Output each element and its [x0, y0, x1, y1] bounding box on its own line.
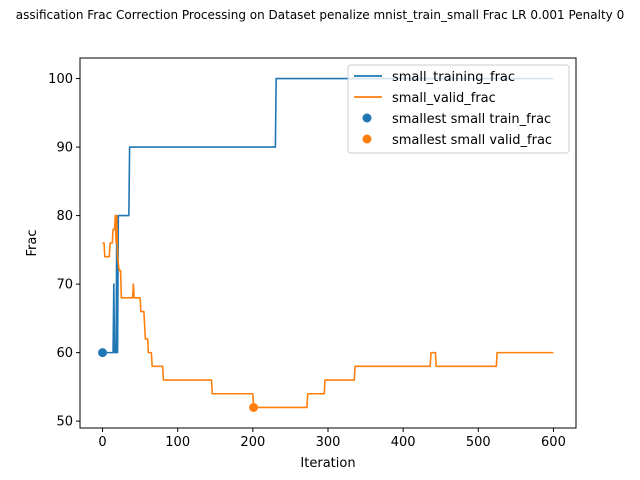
series-line-2 [102, 214, 554, 409]
marker-point-2 [249, 402, 259, 412]
y-tick-label: 50 [56, 415, 73, 430]
y-tick-label: 60 [56, 346, 73, 361]
x-tick-label: 100 [165, 435, 190, 450]
chart-title: assification Frac Correction Processing … [16, 8, 624, 22]
x-tick-label: 0 [98, 435, 106, 450]
plot-area [98, 77, 554, 412]
axis-ticks: 0 100 200 300 400 500 600 50 60 70 80 90 100 [48, 72, 566, 450]
legend-label: small_training_frac [392, 70, 515, 85]
x-tick-label: 500 [466, 435, 491, 450]
y-tick-label: 90 [56, 141, 73, 156]
x-tick-label: 600 [541, 435, 566, 450]
legend-marker-swatch [362, 113, 372, 123]
y-tick-label: 80 [56, 209, 73, 224]
legend-label: smallest small valid_frac [392, 133, 552, 148]
x-tick-label: 400 [391, 435, 416, 450]
marker-point-1 [98, 348, 108, 358]
y-tick-label: 100 [48, 72, 73, 87]
x-tick-label: 200 [240, 435, 265, 450]
legend-marker-swatch [362, 134, 372, 144]
legend-label: small_valid_frac [392, 91, 496, 106]
x-axis-label: Iteration [300, 456, 355, 471]
y-tick-label: 70 [56, 278, 73, 293]
x-tick-label: 300 [316, 435, 341, 450]
legend-label: smallest small train_frac [392, 112, 551, 127]
legend: small_training_frac small_valid_fracsmall… [347, 64, 570, 154]
y-axis-label: Frac [25, 230, 40, 257]
legend-box [347, 64, 570, 154]
